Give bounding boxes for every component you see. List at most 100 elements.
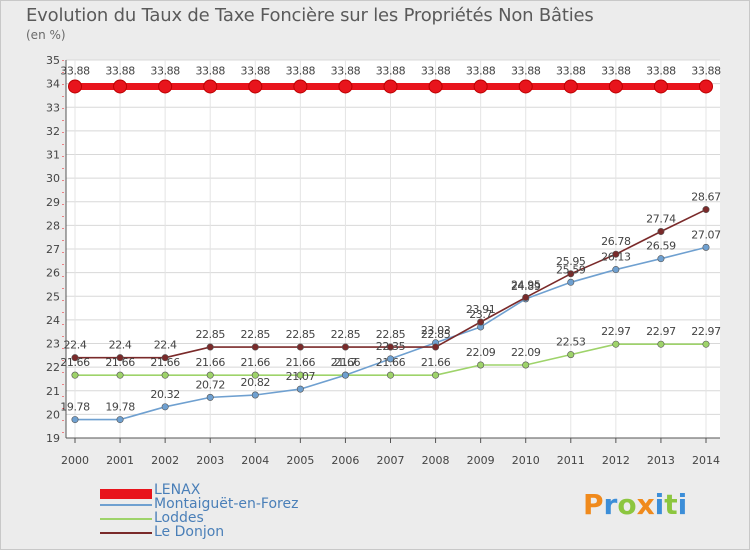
y-tick-label: 22	[46, 361, 60, 374]
data-point	[71, 371, 79, 379]
data-label: 23.7	[469, 308, 492, 321]
data-label: 20.72	[195, 378, 225, 391]
data-label: 33.88	[150, 64, 180, 77]
data-point	[657, 255, 665, 263]
data-label: 25.59	[556, 263, 586, 276]
y-tick-label: 19	[46, 432, 60, 445]
data-label: 22.85	[421, 328, 451, 341]
data-label: 22.85	[241, 328, 271, 341]
y-tick-label: 28	[46, 219, 60, 232]
data-point	[608, 79, 623, 94]
x-tick-label: 2005	[286, 454, 314, 467]
y-tick-label: 26	[46, 267, 60, 280]
data-point	[567, 270, 575, 278]
data-point	[386, 355, 394, 363]
data-point	[116, 416, 124, 424]
x-tick-label: 2011	[557, 454, 585, 467]
data-label: 27.74	[646, 213, 676, 226]
x-tick-label: 2001	[106, 454, 134, 467]
logo-letter: i	[654, 488, 665, 521]
data-point	[386, 371, 394, 379]
legend-label-montaiguet: Montaiguët-en-Forez	[154, 496, 299, 512]
data-point	[341, 343, 349, 351]
data-label: 21.07	[286, 370, 316, 383]
data-point	[161, 371, 169, 379]
data-point	[473, 79, 488, 94]
legend-swatch-loddes	[100, 518, 152, 520]
data-label: 22.85	[376, 328, 406, 341]
data-label: 21.66	[150, 356, 180, 369]
data-point	[71, 416, 79, 424]
y-tick-label: 24	[46, 314, 60, 327]
x-tick-label: 2007	[377, 454, 405, 467]
data-point	[657, 228, 665, 236]
data-label: 26.78	[601, 235, 631, 248]
data-point	[161, 354, 169, 362]
data-label: 21.7	[334, 356, 357, 369]
data-point	[248, 79, 263, 94]
data-point	[477, 361, 485, 369]
data-label: 22.4	[109, 339, 132, 352]
data-point	[338, 79, 353, 94]
data-point	[203, 79, 218, 94]
data-label: 33.88	[286, 64, 316, 77]
data-label: 33.88	[331, 64, 361, 77]
y-tick-label: 30	[46, 172, 60, 185]
data-label: 22.97	[601, 325, 631, 338]
data-point	[428, 79, 443, 94]
data-point	[206, 371, 214, 379]
x-tick-label: 2000	[61, 454, 89, 467]
data-label: 21.66	[195, 356, 225, 369]
data-label: 33.88	[646, 64, 676, 77]
data-label: 27.07	[691, 228, 721, 241]
data-label: 22.4	[154, 339, 177, 352]
data-label: 33.88	[511, 64, 541, 77]
data-point	[477, 318, 485, 326]
data-label: 33.88	[195, 64, 225, 77]
data-label: 24.89	[511, 280, 541, 293]
y-tick-label: 33	[46, 101, 60, 114]
x-tick-label: 2003	[196, 454, 224, 467]
data-point	[341, 371, 349, 379]
x-tick-label: 2006	[331, 454, 359, 467]
legend-label-lenax: LENAX	[154, 482, 201, 498]
data-label: 22.97	[646, 325, 676, 338]
data-label: 22.97	[691, 325, 721, 338]
data-label: 21.66	[376, 356, 406, 369]
y-tick-label: 34	[46, 78, 60, 91]
data-label: 33.88	[105, 64, 135, 77]
data-point	[161, 403, 169, 411]
data-label: 22.4	[64, 339, 87, 352]
data-point	[116, 354, 124, 362]
data-label: 21.66	[286, 356, 316, 369]
data-point	[296, 343, 304, 351]
data-point	[518, 79, 533, 94]
data-label: 26.13	[601, 251, 631, 264]
data-label: 22.09	[511, 346, 541, 359]
data-label: 21.66	[241, 356, 271, 369]
x-tick-label: 2013	[647, 454, 675, 467]
data-label: 21.66	[421, 356, 451, 369]
data-label: 20.82	[241, 376, 271, 389]
data-point	[612, 266, 620, 274]
data-label: 26.59	[646, 240, 676, 253]
y-tick-label: 35	[46, 54, 60, 67]
data-point	[206, 343, 214, 351]
data-point	[432, 343, 440, 351]
data-point	[657, 340, 665, 348]
data-point	[522, 293, 530, 301]
data-point	[612, 340, 620, 348]
x-tick-label: 2012	[602, 454, 630, 467]
y-tick-label: 27	[46, 243, 60, 256]
logo-letter: o	[617, 488, 637, 521]
y-tick-label: 23	[46, 338, 60, 351]
data-label: 33.88	[241, 64, 271, 77]
data-point	[522, 361, 530, 369]
data-point	[383, 79, 398, 94]
legend-swatch-montaiguet	[100, 504, 152, 506]
proxiti-logo: Proxiti	[583, 488, 687, 521]
data-label: 28.67	[691, 191, 721, 204]
data-point	[113, 79, 128, 94]
logo-letter: P	[583, 488, 604, 521]
